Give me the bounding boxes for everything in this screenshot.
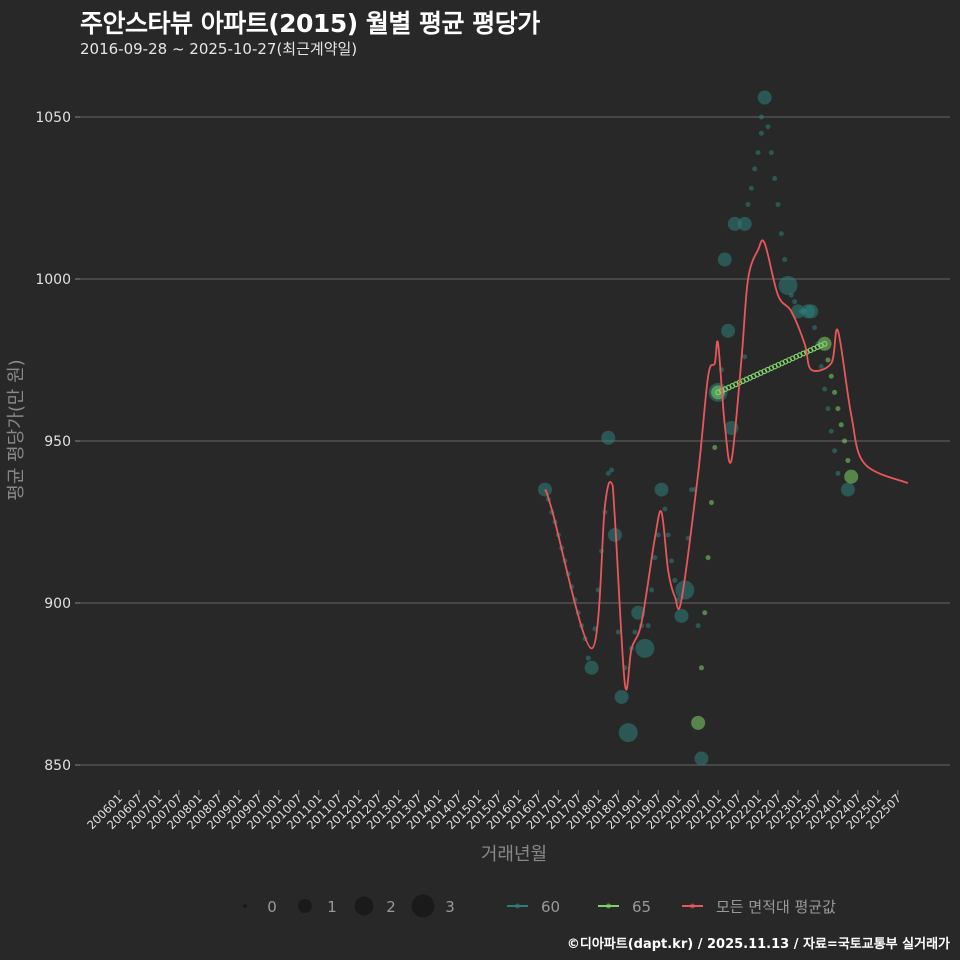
data-point (752, 166, 758, 172)
data-point (614, 689, 629, 704)
data-point (655, 532, 661, 538)
data-point (775, 201, 781, 207)
data-point (835, 470, 841, 476)
data-point (698, 665, 704, 671)
data-point (792, 299, 798, 305)
chart-title: 주안스타뷰 아파트(2015) 월별 평균 평당가 (80, 9, 540, 38)
svg-text:0: 0 (267, 898, 277, 916)
x-axis-title: 거래년월 (481, 844, 547, 865)
data-point (828, 428, 834, 434)
data-point (672, 577, 678, 583)
data-point (695, 623, 701, 629)
data-point (631, 605, 646, 620)
data-point (727, 216, 742, 231)
data-point (755, 150, 761, 156)
data-point (585, 655, 591, 661)
legend: 0 1 2 3 60 65 모든 면적대 평균값 (243, 894, 836, 918)
footer-credit: ©디아파트(dapt.kr) / 2025.11.13 / 자료=국토교통부 실… (566, 937, 950, 952)
average-line (544, 239, 909, 691)
data-point (757, 90, 772, 105)
data-point (615, 629, 621, 635)
data-point (601, 430, 616, 445)
y-tick-label: 1050 (35, 110, 71, 126)
data-point (635, 638, 655, 658)
data-point (844, 469, 859, 484)
series-65-points (691, 336, 859, 730)
data-point (758, 114, 764, 120)
svg-text:2: 2 (386, 898, 396, 916)
data-point (742, 354, 748, 360)
legend-size-icon (298, 899, 312, 913)
data-point (804, 304, 819, 319)
data-point (609, 467, 615, 473)
data-point (632, 629, 638, 635)
data-point (712, 444, 718, 450)
data-point (662, 506, 668, 512)
data-point (652, 555, 658, 561)
y-axis: 850 900 950 1000 1050 (35, 110, 80, 774)
data-point (778, 275, 798, 295)
data-point (605, 470, 611, 476)
data-point (674, 608, 689, 623)
data-point (691, 715, 706, 730)
y-axis-title: 평균 평당가(만 원) (6, 359, 27, 500)
data-point (758, 130, 764, 136)
data-point (825, 357, 831, 363)
data-point (721, 323, 736, 338)
svg-text:60: 60 (541, 898, 560, 916)
data-point (708, 500, 714, 506)
data-point (584, 660, 599, 675)
series-60-points (538, 90, 855, 766)
data-point (788, 292, 794, 298)
data-point (842, 438, 848, 444)
svg-text:3: 3 (445, 898, 455, 916)
y-tick-label: 1000 (35, 272, 71, 288)
grid-lines (80, 116, 950, 766)
data-point (618, 723, 638, 743)
y-tick-label: 950 (44, 434, 71, 450)
data-point (832, 389, 838, 395)
data-point (768, 150, 774, 156)
data-point (645, 623, 651, 629)
data-point (818, 363, 824, 369)
legend-size-icon (354, 896, 374, 916)
data-point (649, 587, 655, 593)
y-tick-label: 900 (44, 596, 71, 612)
legend-size-icon (243, 904, 247, 908)
data-point (835, 406, 841, 412)
chart-subtitle: 2016-09-28 ~ 2025-10-27(최근계약일) (80, 40, 358, 58)
data-point (838, 422, 844, 428)
data-point (765, 124, 771, 130)
data-point (782, 257, 788, 263)
data-point (790, 304, 805, 319)
data-point (748, 185, 754, 191)
data-point (822, 386, 828, 392)
data-point (654, 482, 669, 497)
data-point (705, 555, 711, 561)
data-point (675, 580, 695, 600)
data-point (694, 751, 709, 766)
data-point (832, 448, 838, 454)
legend-size-icon (411, 894, 435, 918)
data-point (828, 373, 834, 379)
data-point (840, 482, 855, 497)
data-point (665, 532, 671, 538)
y-tick-label: 850 (44, 758, 71, 774)
x-axis: 2006012006072007012007072008012008072009… (84, 790, 904, 832)
data-point (825, 406, 831, 412)
svg-text:1: 1 (327, 898, 337, 916)
data-point (845, 457, 851, 463)
svg-text:65: 65 (632, 898, 651, 916)
data-point (717, 252, 732, 267)
data-point (778, 231, 784, 237)
data-point (702, 610, 708, 616)
data-point (737, 216, 752, 231)
data-point (669, 558, 675, 564)
data-point (812, 325, 818, 331)
svg-text:모든 면적대 평균값: 모든 면적대 평균값 (716, 898, 836, 916)
data-point (607, 527, 622, 542)
data-point (745, 201, 751, 207)
data-point (772, 176, 778, 182)
